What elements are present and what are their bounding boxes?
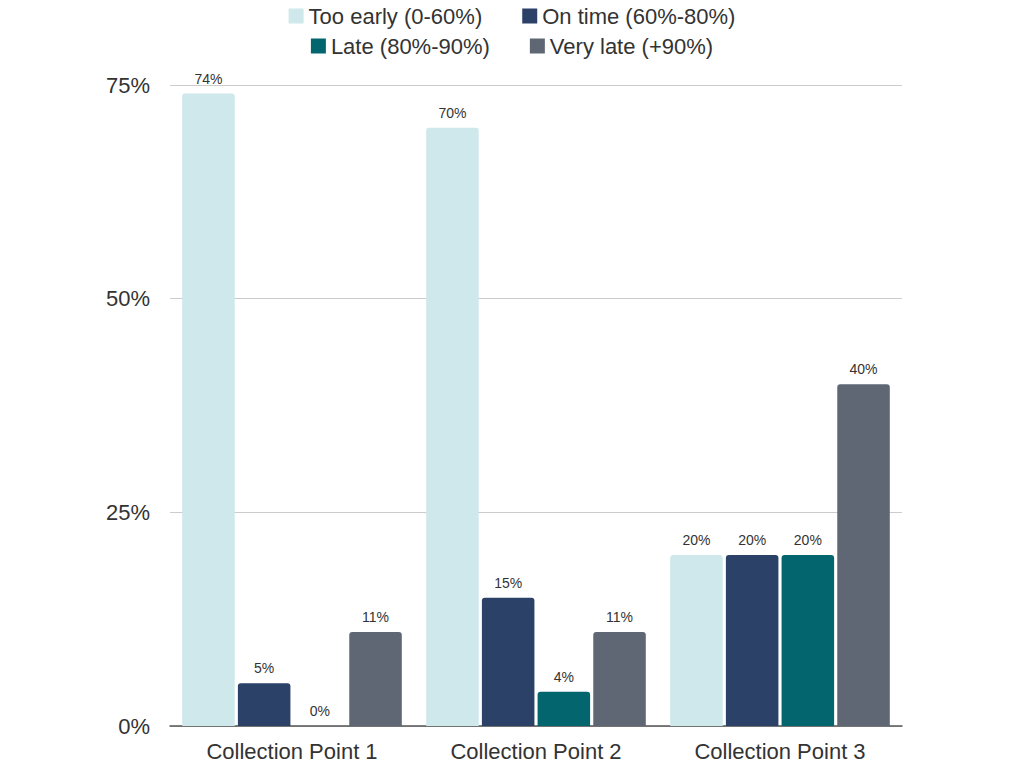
svg-text:0%: 0% [310, 703, 330, 719]
svg-text:5%: 5% [254, 660, 274, 676]
svg-text:Too early (0-60%): Too early (0-60%) [309, 4, 483, 29]
svg-text:Collection Point 2: Collection Point 2 [450, 739, 621, 764]
svg-text:11%: 11% [606, 609, 633, 625]
svg-text:11%: 11% [362, 609, 389, 625]
svg-text:40%: 40% [850, 361, 878, 377]
svg-text:On time (60%-80%): On time (60%-80%) [542, 4, 735, 29]
svg-text:0%: 0% [118, 714, 150, 739]
svg-text:15%: 15% [494, 575, 522, 591]
svg-text:20%: 20% [794, 532, 822, 548]
svg-text:20%: 20% [682, 532, 710, 548]
svg-text:Collection Point 1: Collection Point 1 [206, 739, 377, 764]
svg-text:Very late (+90%): Very late (+90%) [550, 34, 713, 59]
svg-text:Late (80%-90%): Late (80%-90%) [331, 34, 490, 59]
svg-text:20%: 20% [738, 532, 766, 548]
svg-text:75%: 75% [106, 73, 150, 98]
svg-text:50%: 50% [106, 286, 150, 311]
svg-text:4%: 4% [554, 669, 574, 685]
svg-text:74%: 74% [194, 71, 222, 87]
svg-text:25%: 25% [106, 500, 150, 525]
svg-text:70%: 70% [438, 105, 466, 121]
svg-text:Collection Point 3: Collection Point 3 [694, 739, 865, 764]
